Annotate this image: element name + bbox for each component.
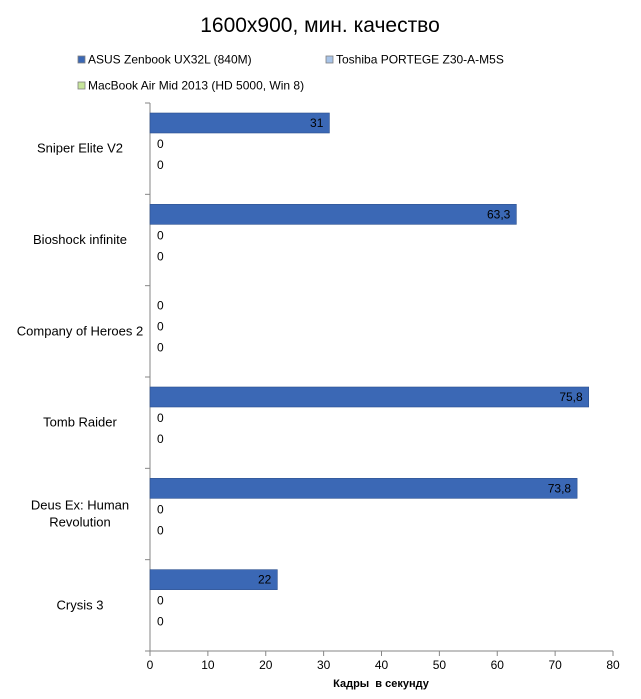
data-label: 0 <box>157 249 164 263</box>
legend-swatch <box>77 81 86 90</box>
category-label: Tomb Raider <box>43 415 117 430</box>
x-tick-label: 0 <box>147 658 154 672</box>
category-label: Revolution <box>49 515 110 530</box>
data-label: 0 <box>157 411 164 425</box>
x-axis-title: Кадры в секунду <box>333 678 430 690</box>
legend-swatch <box>325 55 334 64</box>
x-tick-label: 10 <box>201 658 215 672</box>
x-tick-label: 70 <box>548 658 562 672</box>
legend-entry: MacBook Air Mid 2013 (HD 5000, Win 8) <box>88 79 304 93</box>
category-label: Deus Ex: Human <box>31 498 129 513</box>
data-label: 0 <box>157 341 164 355</box>
data-label: 0 <box>157 502 164 516</box>
category-label: Company of Heroes 2 <box>17 323 143 338</box>
data-label: 63,3 <box>487 207 511 221</box>
data-label: 0 <box>157 158 164 172</box>
x-tick-label: 60 <box>491 658 505 672</box>
data-label: 73,8 <box>548 481 572 495</box>
legend: ASUS Zenbook UX32L (840M) Toshiba PORTEGE… <box>77 53 504 93</box>
x-tick-label: 80 <box>606 658 620 672</box>
data-label: 0 <box>157 228 164 242</box>
x-tick-label: 20 <box>259 658 273 672</box>
data-label: 0 <box>157 594 164 608</box>
bar <box>149 478 578 499</box>
x-tick-label: 50 <box>433 658 447 672</box>
plot-area: 0 10 20 30 40 50 60 70 80 Sniper Elite V2 31 0 0 Bios… <box>17 102 620 672</box>
category-label: Sniper Elite V2 <box>37 141 123 156</box>
data-label: 0 <box>157 137 164 151</box>
legend-entry: Toshiba PORTEGE Z30-A-M5S <box>336 53 504 67</box>
category-label: Crysis 3 <box>57 597 104 612</box>
legend-swatch <box>77 55 86 64</box>
x-tick-label: 30 <box>317 658 331 672</box>
data-label: 0 <box>157 523 164 537</box>
data-label: 31 <box>310 116 324 130</box>
chart-title: 1600x900, мин. качество <box>200 14 440 37</box>
category-label: Bioshock infinite <box>33 232 127 247</box>
legend-entry: ASUS Zenbook UX32L (840M) <box>88 53 252 67</box>
bar <box>149 204 517 225</box>
data-label: 0 <box>157 432 164 446</box>
data-label: 22 <box>258 573 272 587</box>
data-label: 75,8 <box>559 390 583 404</box>
data-label: 0 <box>157 320 164 334</box>
bar <box>149 569 278 590</box>
bar <box>149 386 589 408</box>
data-label: 0 <box>157 299 164 313</box>
bar <box>149 112 330 134</box>
data-label: 0 <box>157 615 164 629</box>
x-tick-label: 40 <box>375 658 389 672</box>
